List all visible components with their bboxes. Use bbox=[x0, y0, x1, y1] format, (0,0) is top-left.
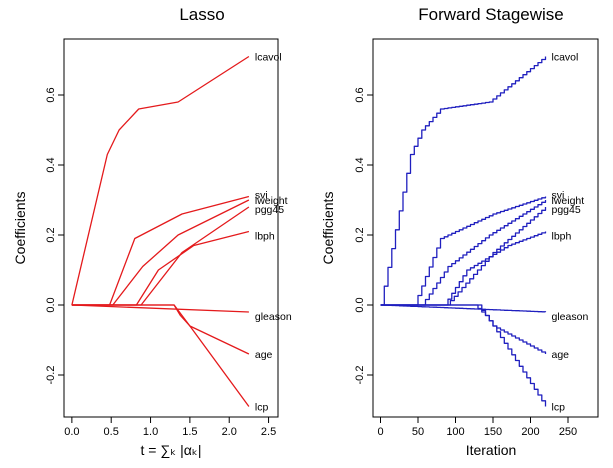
x-tick-label: 1.0 bbox=[143, 426, 158, 438]
x-tick-label: 200 bbox=[521, 426, 539, 438]
x-tick-label: 0 bbox=[377, 426, 383, 438]
series-label-gleason: gleason bbox=[255, 311, 292, 323]
lasso-x-axis: 0.0 0.5 1.0 1.5 2.0 2.5 bbox=[64, 417, 276, 438]
y-tick-label: 0.0 bbox=[45, 297, 57, 312]
x-tick-label: 1.5 bbox=[182, 426, 197, 438]
series-label-lbph: lbph bbox=[255, 231, 275, 243]
stagewise-x-axis-label: Iteration bbox=[466, 442, 517, 458]
series-line-gleason bbox=[71, 304, 249, 313]
stagewise-panel: Forward Stagewise 0 50 100 150 200 250 -0.2 0.… bbox=[320, 5, 599, 458]
y-tick-label: 0.2 bbox=[354, 227, 366, 242]
series-label-svi: svi bbox=[255, 190, 268, 202]
stagewise-series-lines bbox=[380, 56, 547, 407]
y-tick-label: 0.6 bbox=[45, 87, 57, 102]
x-tick-label: 2.5 bbox=[261, 426, 276, 438]
series-label-lweight: lweight bbox=[552, 195, 585, 207]
y-tick-label: 0.0 bbox=[354, 297, 366, 312]
stagewise-x-axis: 0 50 100 150 200 250 bbox=[377, 417, 577, 438]
lasso-title: Lasso bbox=[179, 5, 224, 24]
y-tick-label: -0.2 bbox=[45, 366, 57, 385]
y-tick-label: 0.4 bbox=[45, 157, 57, 172]
series-label-pgg45: pgg45 bbox=[552, 204, 581, 216]
series-label-lcavol: lcavol bbox=[552, 52, 579, 64]
series-line-pgg45 bbox=[71, 206, 250, 306]
x-tick-label: 50 bbox=[412, 426, 424, 438]
lasso-y-axis-label: Coefficients bbox=[12, 192, 28, 265]
series-line-lbph bbox=[71, 230, 250, 306]
series-line-lcp bbox=[71, 304, 250, 407]
series-line-svi bbox=[380, 196, 547, 306]
x-tick-label: 150 bbox=[484, 426, 502, 438]
series-label-lcavol: lcavol bbox=[255, 52, 282, 64]
series-line-lbph bbox=[380, 231, 547, 306]
x-tick-label: 2.0 bbox=[222, 426, 237, 438]
series-line-lcavol bbox=[380, 56, 547, 306]
stagewise-y-axis: -0.2 0.0 0.2 0.4 0.6 bbox=[354, 87, 373, 384]
series-label-gleason: gleason bbox=[552, 311, 589, 323]
series-line-lcp bbox=[380, 304, 547, 407]
series-label-svi: svi bbox=[552, 190, 565, 202]
series-label-lbph: lbph bbox=[552, 231, 572, 243]
y-tick-label: 0.6 bbox=[354, 87, 366, 102]
series-label-lcp: lcp bbox=[255, 402, 269, 414]
series-line-lcavol bbox=[71, 55, 250, 306]
lasso-panel: Lasso 0.0 0.5 1.0 1.5 2.0 2.5 -0.2 0.0 0.2 0.4 0.… bbox=[12, 5, 292, 458]
series-label-age: age bbox=[255, 349, 273, 361]
series-label-lweight: lweight bbox=[255, 195, 288, 207]
stagewise-title: Forward Stagewise bbox=[418, 5, 564, 24]
lasso-series-lines bbox=[71, 55, 250, 407]
y-tick-label: -0.2 bbox=[354, 366, 366, 385]
x-tick-label: 0.5 bbox=[104, 426, 119, 438]
lasso-plot-frame bbox=[63, 38, 279, 418]
series-line-gleason bbox=[380, 304, 547, 313]
stagewise-y-axis-label: Coefficients bbox=[320, 192, 336, 265]
stagewise-plot-frame bbox=[372, 38, 599, 418]
lasso-y-axis: -0.2 0.0 0.2 0.4 0.6 bbox=[45, 87, 64, 384]
series-label-age: age bbox=[552, 349, 570, 361]
x-tick-label: 0.0 bbox=[64, 426, 79, 438]
series-label-pgg45: pgg45 bbox=[255, 204, 284, 216]
series-line-age bbox=[380, 304, 547, 354]
y-tick-label: 0.4 bbox=[354, 157, 366, 172]
series-line-age bbox=[71, 304, 250, 355]
x-tick-label: 100 bbox=[446, 426, 464, 438]
series-label-lcp: lcp bbox=[552, 402, 566, 414]
series-line-lweight bbox=[71, 199, 250, 306]
x-tick-label: 250 bbox=[559, 426, 577, 438]
lasso-x-axis-label: t = ∑ₖ |αₖ| bbox=[140, 442, 201, 458]
y-tick-label: 0.2 bbox=[45, 227, 57, 242]
series-line-lweight bbox=[380, 200, 547, 306]
